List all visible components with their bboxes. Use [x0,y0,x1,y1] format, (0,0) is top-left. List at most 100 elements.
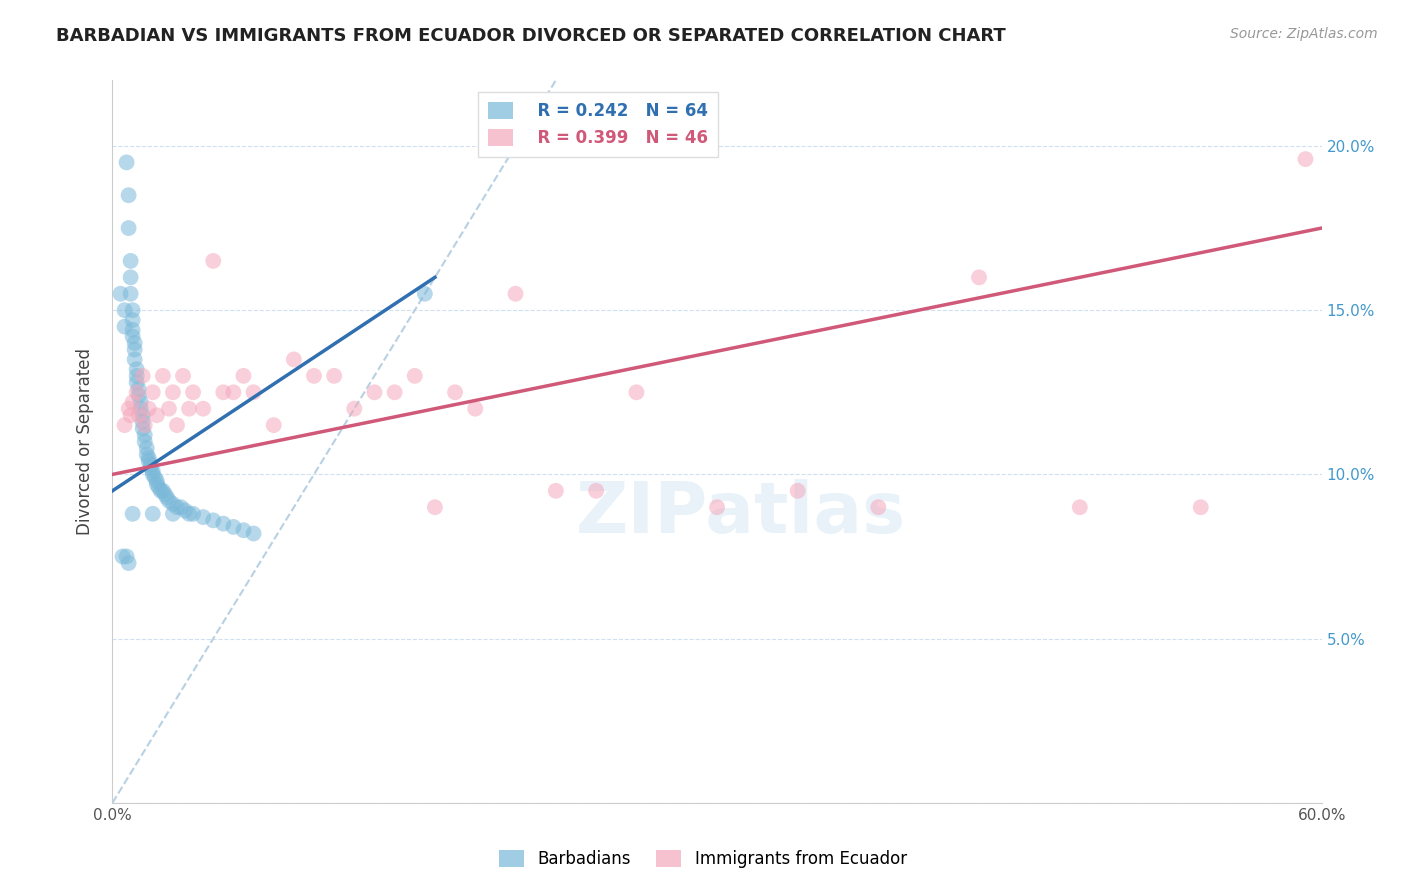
Point [117,556,139,570]
Point [120,286,142,301]
Point [120,270,142,285]
Point [120,409,142,423]
Point [114,319,136,334]
Point [125,376,148,390]
Point [706,500,728,515]
Point [121,395,143,409]
Point [117,188,139,202]
Point [121,323,143,337]
Point [117,401,139,416]
Point [121,313,143,327]
Point [128,388,150,402]
Point [157,493,180,508]
Point [132,409,155,423]
Point [544,483,567,498]
Point [132,368,155,383]
Point [302,368,325,383]
Point [786,483,808,498]
Point [114,418,136,433]
Point [120,253,142,268]
Y-axis label: Divorced or Separated: Divorced or Separated [76,348,94,535]
Point [152,483,174,498]
Point [413,286,436,301]
Legend: Barbadians, Immigrants from Ecuador: Barbadians, Immigrants from Ecuador [492,843,914,875]
Point [152,368,174,383]
Point [132,415,155,429]
Point [134,428,156,442]
Point [323,368,346,383]
Point [242,385,264,400]
Point [202,513,225,527]
Point [384,385,406,400]
Point [162,385,184,400]
Point [148,481,170,495]
Point [139,458,162,472]
Point [132,421,155,435]
Point [191,401,214,416]
Point [177,507,200,521]
Point [135,448,157,462]
Point [153,487,176,501]
Text: BARBADIAN VS IMMIGRANTS FROM ECUADOR DIVORCED OR SEPARATED CORRELATION CHART: BARBADIAN VS IMMIGRANTS FROM ECUADOR DIV… [56,27,1005,45]
Point [125,385,148,400]
Point [202,253,225,268]
Point [343,401,366,416]
Point [181,385,204,400]
Point [464,401,486,416]
Point [139,460,162,475]
Point [121,507,143,521]
Point [212,516,235,531]
Point [121,303,143,318]
Point [585,483,607,498]
Point [174,503,197,517]
Point [149,483,172,498]
Point [181,507,204,521]
Point [263,418,285,433]
Point [283,352,305,367]
Point [128,409,150,423]
Point [1189,500,1212,515]
Point [124,352,146,367]
Point [626,385,648,400]
Point [115,155,138,169]
Point [114,303,136,318]
Point [162,497,184,511]
Point [134,418,156,433]
Point [1295,152,1317,166]
Point [124,336,146,351]
Text: Source: ZipAtlas.com: Source: ZipAtlas.com [1230,27,1378,41]
Point [162,507,184,521]
Point [222,520,245,534]
Point [117,221,139,235]
Point [423,500,446,515]
Point [125,368,148,383]
Point [505,286,527,301]
Point [143,470,166,484]
Point [166,500,188,515]
Point [191,510,214,524]
Point [146,477,169,491]
Point [1069,500,1091,515]
Point [222,385,245,400]
Point [232,368,254,383]
Point [868,500,890,515]
Point [156,491,179,505]
Point [232,523,254,537]
Point [177,401,200,416]
Point [172,368,194,383]
Point [128,382,150,396]
Point [146,409,169,423]
Point [157,401,180,416]
Point [142,507,165,521]
Point [404,368,426,383]
Text: ZIPatlas: ZIPatlas [576,479,907,549]
Point [967,270,990,285]
Point [134,434,156,449]
Point [166,418,188,433]
Point [111,549,134,564]
Point [138,401,160,416]
Point [129,395,152,409]
Point [242,526,264,541]
Point [115,549,138,564]
Point [129,401,152,416]
